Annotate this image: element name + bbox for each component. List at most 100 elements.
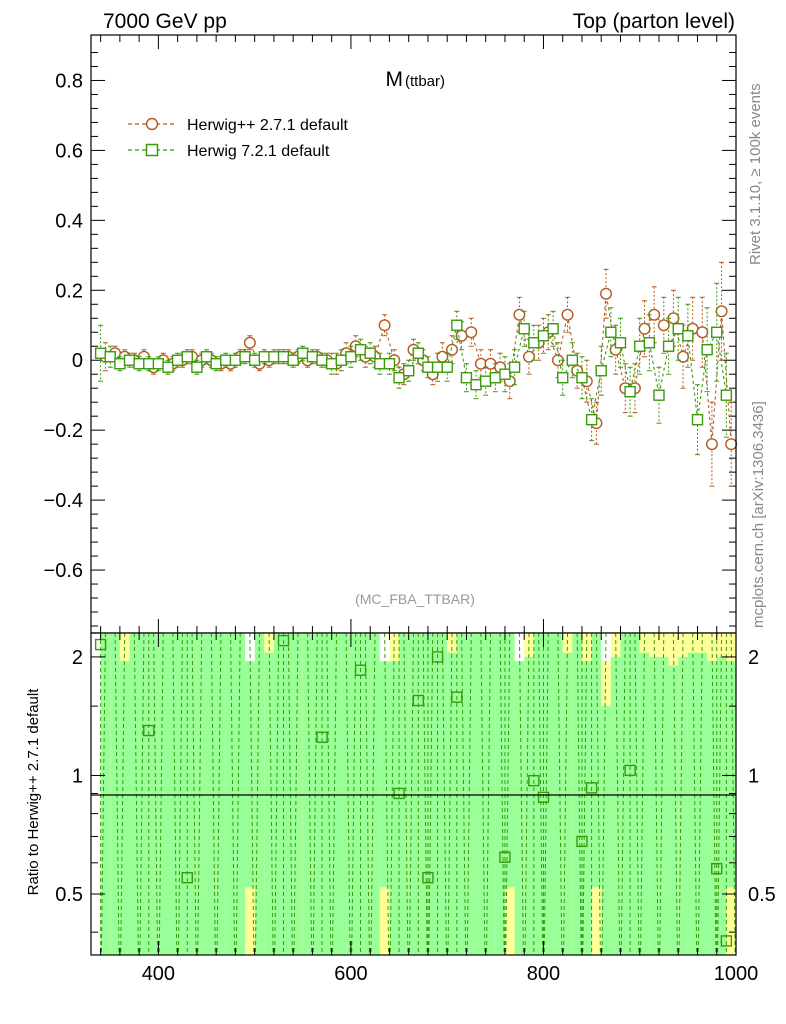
ratio-spike-line (582, 632, 588, 956)
data-point-herwig7 (345, 351, 357, 363)
ratio-plot-frame (90, 632, 737, 956)
data-point-herwig7 (566, 354, 579, 366)
ratio-band-green (110, 633, 120, 955)
data-point-herwig7 (595, 365, 607, 377)
main-ytick-label: −0.6 (44, 560, 83, 582)
ratio-data-point (316, 731, 328, 743)
ratio-spike-line (210, 632, 216, 956)
ratio-ytick-label-right: 2 (748, 647, 759, 669)
plot-title-main: M (386, 68, 404, 91)
ratio-data-point (576, 835, 588, 848)
ratio-data-point (585, 782, 598, 794)
ratio-band-green (466, 633, 477, 955)
ratio-band-green (302, 633, 313, 955)
ratio-band-green (341, 633, 351, 955)
data-point-herwig7 (364, 347, 376, 359)
ratio-band-green (225, 633, 236, 955)
ratio-band-yellow-low (245, 887, 255, 955)
ratio-spike-line (307, 632, 313, 956)
ratio-band-green (245, 633, 255, 955)
rivet-version-label: Rivet 3.1.10, ≥ 100k events (747, 83, 764, 265)
ratio-band-green (504, 633, 515, 955)
data-point-herwig7 (547, 323, 559, 335)
ratio-band-green (216, 633, 226, 955)
ratio-spike-line (615, 632, 621, 956)
data-point-herwig7 (152, 358, 165, 370)
main-ytick-label: −0.2 (44, 420, 83, 442)
ratio-spike-line (133, 632, 139, 956)
ratio-spike-line (461, 632, 467, 956)
ratio-uncertainty-bands (100, 633, 736, 955)
data-point-herwig7 (470, 379, 482, 391)
data-point-herwig7 (277, 351, 290, 363)
ratio-spike-line (312, 632, 318, 956)
data-point-herwig7 (720, 389, 733, 401)
ratio-band-green (139, 633, 149, 955)
ratio-data-point (451, 691, 463, 703)
ratio-spike-line (634, 632, 640, 956)
ratio-data-point (277, 634, 290, 647)
data-point-herwig7 (518, 323, 530, 335)
ratio-data-point (624, 764, 636, 777)
ratio-band-yellow-low (379, 887, 390, 955)
legend-entry-herwig7: Herwig 7.2.1 default (128, 143, 330, 160)
header-left: 7000 GeV pp (103, 10, 227, 33)
ratio-spike-line (364, 632, 370, 956)
ratio-band-green (437, 633, 448, 955)
data-point-herwig7 (297, 347, 309, 359)
ratio-band-green (610, 656, 621, 955)
data-point-herwig7 (691, 413, 704, 426)
header-right: Top (parton level) (573, 10, 735, 33)
ratio-band-green (379, 633, 390, 955)
ratio-band-green (649, 656, 659, 955)
ratio-spike-line (576, 632, 582, 956)
ratio-band-green (678, 656, 688, 955)
data-point-herwig7 (220, 354, 232, 366)
legend: Herwig++ 2.7.1 default Herwig 7.2.1 defa… (128, 117, 349, 160)
ratio-band-green (495, 633, 505, 955)
ratio-spike-line (422, 632, 428, 956)
ratio-spike-line (486, 632, 492, 956)
data-point-herwig7 (268, 351, 280, 363)
main-ytick-label: 0.4 (55, 210, 83, 232)
ratio-band-green (235, 633, 246, 955)
data-point-herwigpp (705, 438, 718, 451)
ratio-data-point (537, 791, 550, 804)
ratio-band-yellow-low (591, 887, 602, 955)
data-point-herwig7 (431, 361, 444, 373)
ratio-band-green (524, 656, 534, 955)
ratio-spike-line (595, 632, 601, 956)
data-point-herwig7 (441, 361, 453, 373)
ratio-band-green (129, 633, 140, 955)
ratio-band-green (707, 661, 717, 955)
ratio-band-green (168, 633, 178, 955)
ratio-spike-line (692, 632, 698, 956)
ratio-band-green (658, 656, 669, 955)
data-point-herwigpp (696, 326, 709, 339)
legend-marker-herwig7 (145, 143, 159, 157)
ratio-data-point (528, 774, 540, 787)
ratio-spike-line (480, 632, 486, 956)
data-point-herwig7 (489, 372, 502, 384)
ratio-ytick-label-right: 0.5 (748, 884, 776, 906)
ratio-band-green (716, 656, 727, 955)
ratio-series-group (94, 632, 736, 956)
data-point-herwig7 (576, 372, 588, 384)
data-point-herwig7 (480, 375, 492, 387)
ratio-band-green (264, 652, 274, 955)
ratio-spike-line (409, 632, 414, 956)
ratio-band-green (322, 633, 332, 955)
ratio-spike-line (268, 632, 274, 956)
data-point-herwigpp (600, 287, 613, 300)
ratio-spike-line (351, 632, 357, 956)
ratio-spike-line (730, 632, 736, 956)
ratio-band-green (639, 652, 650, 955)
ratio-spike-line (331, 632, 337, 956)
ratio-data-point (720, 935, 733, 947)
data-point-herwig7 (557, 372, 569, 384)
ratio-ytick-label: 0.5 (55, 884, 83, 906)
data-point-herwig7 (662, 340, 675, 352)
ratio-spike-line (466, 632, 472, 956)
data-point-herwig7 (634, 340, 646, 352)
